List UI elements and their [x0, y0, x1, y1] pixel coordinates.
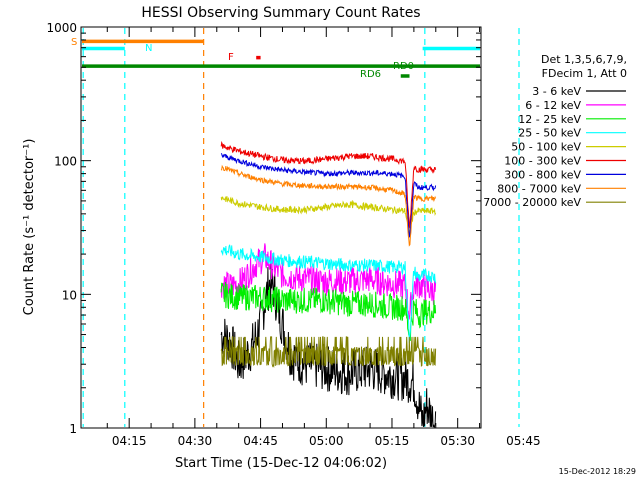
- y-tick-label: 10: [62, 288, 77, 302]
- legend-entry-label: 800 - 7000 keV: [497, 182, 581, 195]
- y-tick-label: 1: [69, 422, 77, 436]
- legend-entry-label: 25 - 50 keV: [518, 127, 581, 140]
- series-line: [220, 281, 437, 341]
- flag-label: F: [228, 52, 234, 63]
- legend-entry-label: 12 - 25 keV: [518, 113, 581, 126]
- state-flags: S N F RD0 RD6: [71, 37, 480, 80]
- legend: Det 1,3,5,6,7,9, FDecim 1, Att 0 3 - 6 k…: [483, 53, 627, 209]
- x-tick-label: 04:45: [243, 434, 278, 448]
- series-line: [220, 140, 437, 229]
- series-line: [220, 336, 437, 369]
- legend-entry-label: 6 - 12 keV: [525, 99, 581, 112]
- legend-entry-label: 50 - 100 keV: [511, 141, 581, 154]
- legend-header-line-2: FDecim 1, Att 0: [542, 67, 627, 80]
- legend-entry-label: 100 - 300 keV: [504, 155, 581, 168]
- chart-title: HESSI Observing Summary Count Rates: [141, 5, 420, 21]
- y-tick-label: 1000: [46, 21, 77, 35]
- legend-entry-label: 7000 - 20000 keV: [483, 196, 581, 209]
- flag-label: RD0: [393, 61, 414, 72]
- x-tick-label: 05:15: [375, 434, 410, 448]
- flag-label: RD6: [360, 69, 381, 80]
- legend-entry-label: 3 - 6 keV: [532, 85, 581, 98]
- series-line: [220, 153, 437, 238]
- series-line: [220, 243, 437, 321]
- y-axis-label: Count Rate (s⁻¹ detector⁻¹): [22, 139, 37, 316]
- timestamp: 15-Dec-2012 18:29: [559, 467, 636, 476]
- y-tick-label: 100: [54, 155, 77, 169]
- plot-frame: [80, 26, 482, 429]
- x-axis-label: Start Time (15-Dec-12 04:06:02): [175, 456, 387, 471]
- x-tick-label: 04:15: [112, 434, 147, 448]
- x-tick-label: 05:45: [506, 434, 541, 448]
- y-axis: 1 10 100 1000: [46, 21, 481, 436]
- series-line: [220, 244, 437, 344]
- flag-label: S: [71, 37, 77, 48]
- legend-entry-label: 300 - 800 keV: [504, 168, 581, 181]
- x-axis: 04:15 04:30 04:45 05:00 05:15 05:30 05:45: [106, 27, 541, 448]
- legend-header-line-1: Det 1,3,5,6,7,9,: [541, 53, 627, 66]
- x-tick-label: 05:00: [309, 434, 344, 448]
- series-line: [220, 164, 437, 247]
- x-tick-label: 04:30: [178, 434, 213, 448]
- data-series: [220, 140, 437, 428]
- plot-area: S N F RD0 RD6 04:15 04:30 04:45 05:00 05:15 05:30…: [46, 21, 540, 448]
- x-tick-label: 05:30: [440, 434, 475, 448]
- vertical-marker-lines: [82, 28, 520, 427]
- series-line: [220, 195, 437, 233]
- flag-label: N: [145, 43, 152, 54]
